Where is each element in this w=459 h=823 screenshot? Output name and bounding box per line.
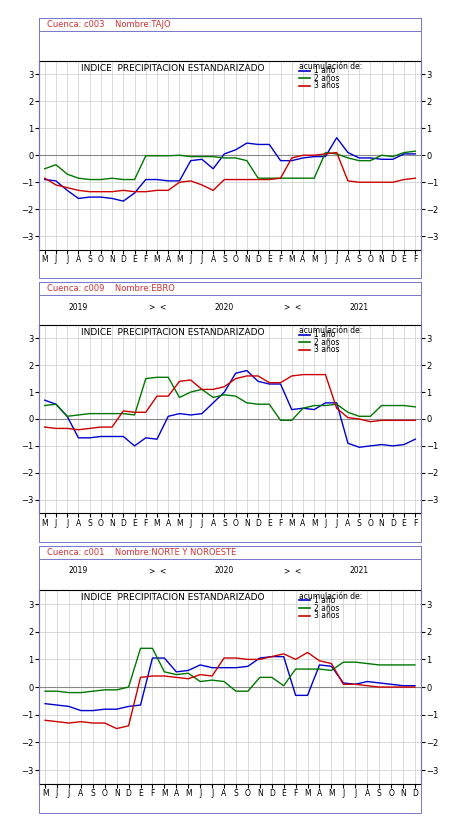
Text: INDICE  PRECIPITACION ESTANDARIZADO: INDICE PRECIPITACION ESTANDARIZADO: [81, 593, 264, 602]
Text: 1 año: 1 año: [313, 330, 335, 339]
Text: >: >: [148, 566, 154, 575]
Text: 2 años: 2 años: [313, 337, 339, 346]
Text: 2021: 2021: [349, 303, 368, 312]
Text: >: >: [148, 303, 154, 312]
Text: acumulación de:: acumulación de:: [298, 63, 361, 72]
Text: <: <: [294, 303, 300, 312]
Text: 2 años: 2 años: [313, 603, 339, 612]
Text: 2019: 2019: [69, 566, 88, 575]
Text: Cuenca: c001    Nombre:NORTE Y NOROESTE: Cuenca: c001 Nombre:NORTE Y NOROESTE: [47, 548, 236, 557]
Text: 1 año: 1 año: [313, 66, 335, 75]
Text: 3 años: 3 años: [313, 345, 339, 354]
Text: 2 años: 2 años: [313, 74, 339, 83]
Text: 2020: 2020: [214, 566, 234, 575]
Text: acumulación de:: acumulación de:: [298, 592, 361, 601]
Text: INDICE  PRECIPITACION ESTANDARIZADO: INDICE PRECIPITACION ESTANDARIZADO: [81, 328, 264, 337]
Text: >: >: [282, 303, 289, 312]
Text: Cuenca: c003    Nombre:TAJO: Cuenca: c003 Nombre:TAJO: [47, 20, 171, 29]
Text: 2021: 2021: [349, 566, 368, 575]
Text: 2019: 2019: [69, 303, 88, 312]
Text: <: <: [159, 566, 165, 575]
Text: acumulación de:: acumulación de:: [298, 326, 361, 335]
Text: 1 año: 1 año: [313, 596, 335, 605]
Text: Cuenca: c009    Nombre:EBRO: Cuenca: c009 Nombre:EBRO: [47, 284, 175, 293]
Text: <: <: [294, 566, 300, 575]
Text: INDICE  PRECIPITACION ESTANDARIZADO: INDICE PRECIPITACION ESTANDARIZADO: [81, 64, 264, 72]
Text: >: >: [282, 566, 289, 575]
Text: <: <: [159, 303, 165, 312]
Text: 2020: 2020: [214, 303, 234, 312]
Text: 3 años: 3 años: [313, 611, 339, 621]
Text: 3 años: 3 años: [313, 81, 339, 91]
